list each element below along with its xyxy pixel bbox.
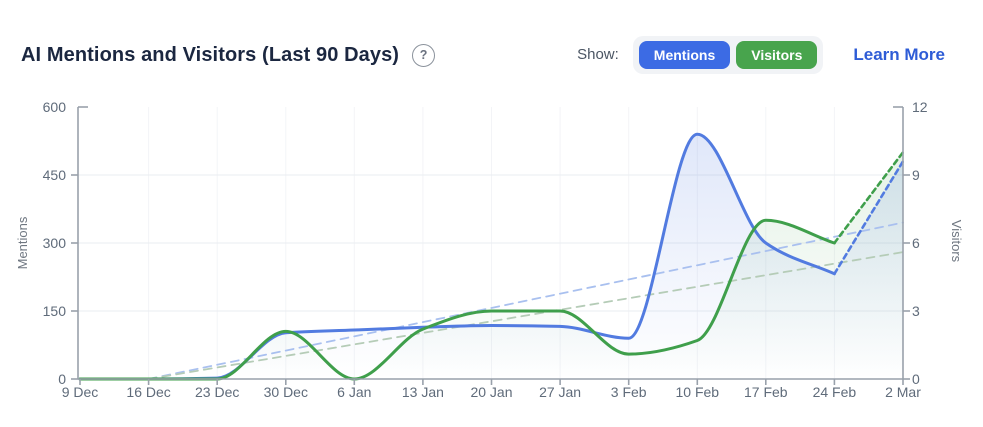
chart-controls: Show: Mentions Visitors Learn More bbox=[577, 35, 945, 75]
svg-text:3 Feb: 3 Feb bbox=[611, 384, 647, 400]
svg-text:2 Mar: 2 Mar bbox=[885, 384, 921, 400]
svg-text:9: 9 bbox=[912, 167, 920, 183]
widget-header: AI Mentions and Visitors (Last 90 Days) … bbox=[0, 0, 983, 96]
svg-text:0: 0 bbox=[912, 371, 920, 387]
svg-text:Mentions: Mentions bbox=[15, 216, 30, 269]
svg-text:150: 150 bbox=[43, 303, 67, 319]
svg-text:27 Jan: 27 Jan bbox=[539, 384, 581, 400]
axis-labels: 0 150 300 450 600 0 3 6 9 12 9 Dec 16 Dec 23 Dec 30 D… bbox=[43, 99, 928, 400]
svg-text:0: 0 bbox=[58, 371, 66, 387]
svg-text:23 Dec: 23 Dec bbox=[195, 384, 239, 400]
mentions-toggle-button[interactable]: Mentions bbox=[638, 40, 731, 70]
visitors-toggle-button[interactable]: Visitors bbox=[736, 40, 818, 70]
page-title: AI Mentions and Visitors (Last 90 Days) bbox=[21, 43, 400, 66]
svg-text:6 Jan: 6 Jan bbox=[337, 384, 371, 400]
svg-text:3: 3 bbox=[912, 303, 920, 319]
svg-text:450: 450 bbox=[43, 167, 67, 183]
mentions-trend-line bbox=[147, 221, 904, 380]
svg-text:30 Dec: 30 Dec bbox=[264, 384, 308, 400]
mentions-forecast-line bbox=[833, 160, 905, 276]
svg-text:300: 300 bbox=[43, 235, 67, 251]
svg-text:12: 12 bbox=[912, 99, 928, 115]
show-label: Show: bbox=[577, 46, 619, 64]
axis-titles: Mentions Visitors bbox=[15, 216, 964, 269]
svg-text:Visitors: Visitors bbox=[949, 220, 964, 263]
svg-text:20 Jan: 20 Jan bbox=[470, 384, 512, 400]
learn-more-link[interactable]: Learn More bbox=[853, 44, 945, 64]
visitors-trend-line bbox=[147, 251, 904, 380]
help-icon[interactable]: ? bbox=[412, 43, 436, 67]
title-wrap: AI Mentions and Visitors (Last 90 Days) … bbox=[21, 43, 436, 67]
svg-text:24 Feb: 24 Feb bbox=[813, 384, 857, 400]
svg-text:9 Dec: 9 Dec bbox=[62, 384, 99, 400]
svg-text:16 Dec: 16 Dec bbox=[126, 384, 170, 400]
chart-area: 0 150 300 450 600 0 3 6 9 12 9 Dec 16 Dec 23 Dec 30 D… bbox=[0, 96, 983, 427]
mentions-area bbox=[80, 134, 903, 379]
svg-text:13 Jan: 13 Jan bbox=[402, 384, 444, 400]
visitors-forecast-line bbox=[833, 150, 905, 245]
svg-text:10 Feb: 10 Feb bbox=[676, 384, 720, 400]
chart-axes bbox=[71, 106, 910, 385]
svg-text:600: 600 bbox=[43, 99, 67, 115]
chart-canvas: 0 150 300 450 600 0 3 6 9 12 9 Dec 16 Dec 23 Dec 30 D… bbox=[15, 99, 964, 400]
svg-text:6: 6 bbox=[912, 235, 920, 251]
legend-button-group: Mentions Visitors bbox=[632, 35, 824, 75]
svg-text:17 Feb: 17 Feb bbox=[744, 384, 788, 400]
